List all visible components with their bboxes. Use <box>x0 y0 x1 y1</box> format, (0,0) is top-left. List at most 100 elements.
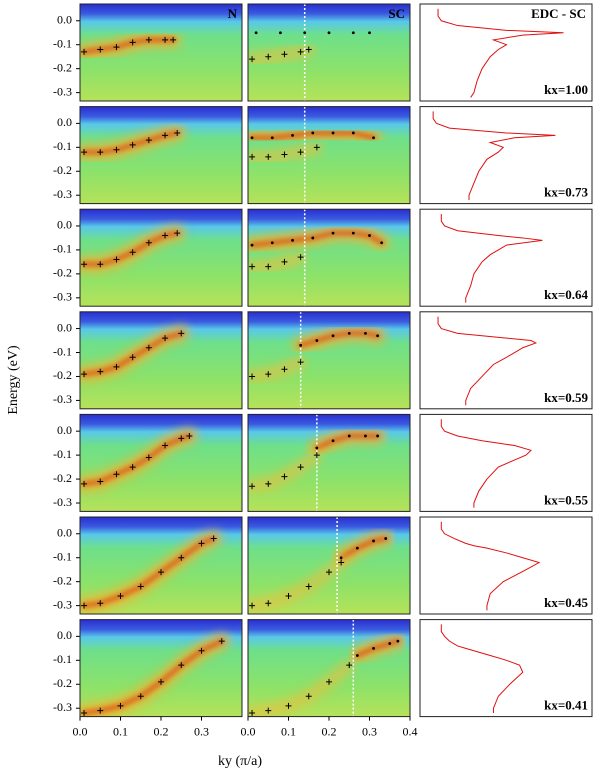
dispersion-cross <box>145 344 152 351</box>
dispersion-cross <box>145 137 152 144</box>
x-tick-label: 0.1 <box>281 724 296 738</box>
intensity-ridge <box>248 251 307 273</box>
dispersion-cross <box>162 36 169 43</box>
dispersion-cross <box>249 710 256 717</box>
spectrum-panel <box>248 106 410 204</box>
y-tick-label: -0.3 <box>53 392 72 406</box>
dispersion-cross <box>137 583 144 590</box>
intensity-core <box>249 230 385 248</box>
panel-frame <box>247 106 411 205</box>
edc-curve <box>437 316 538 406</box>
dispersion-cross <box>313 144 320 151</box>
intensity-ridge <box>248 356 307 383</box>
dispersion-dot <box>380 241 384 245</box>
dispersion-cross <box>265 53 272 60</box>
intensity-core <box>81 433 192 487</box>
kx-label: kx=0.64 <box>544 287 588 302</box>
dispersion-cross <box>81 371 88 378</box>
dispersion-cross <box>97 149 104 156</box>
dispersion-cross <box>81 48 88 55</box>
kx-label: kx=0.73 <box>544 185 588 200</box>
dispersion-cross <box>265 707 272 714</box>
y-tick-label: -0.1 <box>53 139 72 153</box>
kx-label: kx=0.45 <box>544 595 588 610</box>
dispersion-cross <box>265 263 272 270</box>
dispersion-cross <box>129 249 136 256</box>
y-tick-label: -0.2 <box>53 676 72 690</box>
y-tick-label: -0.1 <box>53 447 72 461</box>
y-tick-label: -0.2 <box>53 60 72 74</box>
spectrum-panel <box>248 619 410 717</box>
edc-frame <box>419 413 593 512</box>
y-tick-label: 0.0 <box>57 320 72 334</box>
dispersion-cross <box>162 132 169 139</box>
y-tick-label: -0.2 <box>53 368 72 382</box>
dispersion-dot <box>355 654 359 657</box>
x-tick-label: 0.0 <box>73 724 88 738</box>
dispersion-cross <box>178 554 185 561</box>
dispersion-cross <box>285 593 292 600</box>
dispersion-cross <box>113 146 120 153</box>
dispersion-dot <box>364 331 367 335</box>
sc-label: SC <box>388 6 405 21</box>
dispersion-cross <box>117 593 124 600</box>
dispersion-cross <box>297 149 304 156</box>
dispersion-cross <box>113 363 120 370</box>
spectrum-panel <box>80 209 242 307</box>
dispersion-dot <box>291 133 294 137</box>
panel-frame <box>247 3 411 102</box>
x-axis-label: ky (π/a) <box>218 754 262 769</box>
dispersion-dot <box>372 539 375 543</box>
y-tick-label: -0.2 <box>53 163 72 177</box>
dispersion-cross <box>249 483 256 490</box>
intensity-background <box>248 209 410 307</box>
dispersion-dot <box>331 334 335 338</box>
edc-frame <box>419 619 593 718</box>
dispersion-dot <box>279 31 282 35</box>
dispersion-dot <box>351 131 355 135</box>
dispersion-cross <box>249 153 256 160</box>
edc-curve <box>440 624 524 714</box>
x-tick-label: 0.3 <box>362 724 377 738</box>
spectrum-panel <box>80 517 242 614</box>
dispersion-cross <box>97 261 104 268</box>
dispersion-dot <box>388 642 392 645</box>
kx-label: kx=0.59 <box>544 390 588 405</box>
y-tick-label: 0.0 <box>57 526 72 540</box>
dispersion-cross <box>81 480 88 487</box>
panel-frame <box>79 208 243 307</box>
spectrum-panel <box>248 517 410 614</box>
y-tick-label: -0.3 <box>53 290 72 304</box>
edc-frame <box>419 208 593 307</box>
spectrum-panel <box>248 209 410 307</box>
y-tick-label: -0.3 <box>53 700 72 714</box>
kx-label: kx=0.41 <box>544 698 588 713</box>
dispersion-cross <box>249 263 256 270</box>
dispersion-dot <box>299 343 303 347</box>
dispersion-cross <box>198 647 205 654</box>
dispersion-cross <box>170 36 177 43</box>
dispersion-cross <box>113 256 120 263</box>
dispersion-dot <box>270 136 274 140</box>
dispersion-cross <box>346 662 353 669</box>
edc-label: EDC - SC <box>531 6 586 21</box>
dispersion-cross <box>265 600 272 607</box>
intensity-background <box>248 311 410 409</box>
dispersion-dot <box>331 131 335 135</box>
dispersion-cross <box>117 702 124 709</box>
spectrum-panel <box>248 4 410 101</box>
dispersion-cross <box>162 232 169 239</box>
dispersion-cross <box>81 710 88 717</box>
dispersion-cross <box>174 230 181 237</box>
dispersion-cross <box>265 153 272 160</box>
intensity-background <box>248 414 410 512</box>
dispersion-cross <box>178 435 185 442</box>
dispersion-dot <box>376 434 379 438</box>
y-tick-label: 0.0 <box>57 115 72 129</box>
dispersion-cross <box>145 454 152 461</box>
dispersion-cross <box>162 335 169 342</box>
dispersion-cross <box>297 359 304 366</box>
dispersion-cross <box>186 432 193 439</box>
dispersion-cross <box>305 693 312 700</box>
dispersion-cross <box>162 442 169 449</box>
